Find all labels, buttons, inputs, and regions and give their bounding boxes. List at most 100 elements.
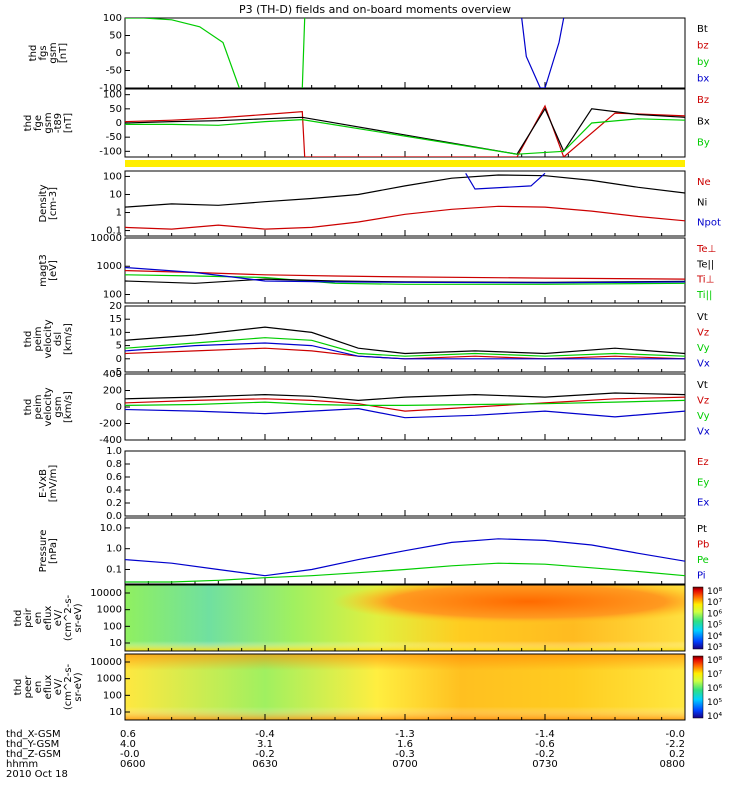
footer-value: 3.1 bbox=[257, 739, 273, 750]
y-tick-label: -100 bbox=[99, 146, 122, 157]
colorbar-tick-label: 10⁶ bbox=[707, 609, 722, 619]
series-line-Bx bbox=[125, 107, 685, 155]
y-tick-label: 100 bbox=[103, 690, 122, 701]
y-tick-label: 200 bbox=[103, 386, 122, 397]
colorbar-tick-label: 10⁵ bbox=[707, 621, 722, 631]
y-tick-label: 0 bbox=[116, 402, 122, 413]
y-axis-label: peim bbox=[33, 326, 44, 351]
y-axis-label: peir bbox=[23, 607, 34, 627]
legend-entry: Pb bbox=[697, 540, 709, 551]
y-tick-label: 20 bbox=[109, 301, 122, 312]
series-line-Pi bbox=[125, 538, 685, 577]
colorbar-tick-label: 10³ bbox=[707, 643, 722, 653]
y-axis-label: thd bbox=[28, 45, 39, 62]
footer-value: -0.4 bbox=[255, 729, 275, 740]
legend-entry: Ex bbox=[697, 498, 709, 509]
colorbar-tick-label: 10⁷ bbox=[707, 598, 722, 608]
legend-entry: By bbox=[697, 138, 710, 149]
y-tick-label: 100 bbox=[103, 289, 122, 300]
panel-frame bbox=[124, 305, 686, 373]
series-line-Ne bbox=[125, 205, 685, 230]
spectrogram-electron-band bbox=[125, 654, 685, 720]
legend-entry: Vz bbox=[697, 328, 709, 339]
colorbar-tick-label: 10⁵ bbox=[707, 698, 722, 708]
y-axis-label: peim bbox=[33, 394, 44, 419]
series-line-Ni bbox=[125, 174, 685, 208]
y-axis-label: [cm-3] bbox=[48, 187, 59, 220]
y-tick-label: 10000 bbox=[90, 657, 122, 668]
y-tick-label: 100 bbox=[103, 621, 122, 632]
y-axis-label: [mV/m] bbox=[48, 465, 59, 503]
panel-frame bbox=[124, 237, 686, 304]
legend-entry: bx bbox=[697, 74, 709, 85]
y-tick-label: 100 bbox=[103, 90, 122, 101]
y-tick-label: -5 bbox=[112, 367, 122, 378]
y-axis-label: (cm^2-s- bbox=[63, 594, 74, 641]
footer-value: 4.0 bbox=[120, 739, 136, 750]
legend-entry: Vx bbox=[697, 427, 710, 438]
footer-value: 0700 bbox=[392, 759, 417, 770]
legend-entry: Bx bbox=[697, 116, 710, 127]
legend-entry: Ne bbox=[697, 177, 711, 188]
panel-frame bbox=[124, 373, 686, 441]
y-axis-label: thd bbox=[13, 679, 24, 696]
y-axis-label: [eV] bbox=[48, 260, 59, 281]
y-axis-label: [nPa] bbox=[48, 538, 59, 564]
y-tick-label: 15 bbox=[109, 314, 122, 325]
series-line-Vt bbox=[125, 326, 685, 355]
y-tick-label: 0.1 bbox=[106, 226, 122, 237]
legend-entry: Bz bbox=[697, 95, 709, 106]
chart-title: P3 (TH-D) fields and on-board moments ov… bbox=[239, 3, 511, 16]
y-axis-label: fge bbox=[33, 115, 44, 131]
legend-entry: Ez bbox=[697, 457, 709, 468]
series-line-Vx bbox=[125, 342, 685, 360]
y-tick-label: -400 bbox=[99, 435, 122, 446]
y-axis-label: gsm bbox=[43, 112, 54, 133]
y-axis-label: [km/s] bbox=[63, 323, 74, 355]
footer-value: 0730 bbox=[532, 759, 557, 770]
footer-value: 0600 bbox=[120, 759, 145, 770]
footer-value: -1.4 bbox=[535, 729, 555, 740]
y-tick-label: 1000 bbox=[97, 605, 122, 616]
y-tick-label: 100 bbox=[103, 13, 122, 24]
footer-value: 0.6 bbox=[120, 729, 136, 740]
panel-frame bbox=[124, 450, 686, 517]
legend-entry: Te⊥ bbox=[696, 244, 716, 255]
footer-value: -1.3 bbox=[395, 729, 415, 740]
footer-label: hhmm bbox=[6, 759, 38, 770]
y-axis-label: sr-eV) bbox=[73, 672, 84, 701]
y-tick-label: 0.1 bbox=[106, 564, 122, 575]
series-line-Npot bbox=[465, 172, 546, 190]
y-axis-label: dsl bbox=[53, 332, 64, 346]
y-axis-label: velocity bbox=[43, 387, 54, 426]
legend-entry: Vt bbox=[697, 312, 708, 323]
y-tick-label: 50 bbox=[109, 104, 122, 115]
y-axis-label: (cm^2-s- bbox=[63, 663, 74, 710]
colorbar-tick-label: 10⁴ bbox=[707, 632, 722, 642]
legend-entry: Vy bbox=[697, 411, 710, 422]
footer-value: 0.2 bbox=[669, 749, 685, 760]
y-axis-label: [km/s] bbox=[63, 391, 74, 423]
legend-entry: Vy bbox=[697, 343, 710, 354]
series-line-Vz bbox=[125, 396, 685, 412]
y-axis-label: eV/ bbox=[53, 678, 64, 695]
y-axis-label: thd bbox=[23, 115, 34, 132]
footer-label: thd_X-GSM bbox=[6, 729, 61, 740]
y-tick-label: 1000 bbox=[97, 261, 122, 272]
y-tick-label: -50 bbox=[106, 66, 122, 77]
y-axis-label: gsm bbox=[48, 42, 59, 63]
legend-entry: Pi bbox=[697, 571, 706, 582]
y-tick-label: 10000 bbox=[90, 233, 122, 244]
spectrogram-ion-band bbox=[125, 585, 685, 651]
legend-entry: Pe bbox=[697, 555, 709, 566]
legend-entry: Bt bbox=[697, 24, 708, 35]
y-tick-label: 1 bbox=[116, 208, 122, 219]
y-tick-label: 10 bbox=[109, 707, 122, 718]
y-tick-label: -200 bbox=[99, 419, 122, 430]
y-tick-label: 10 bbox=[109, 189, 122, 200]
y-tick-label: 0.0 bbox=[106, 511, 122, 522]
y-axis-label: fgs bbox=[38, 45, 49, 60]
y-axis-label: magt3 bbox=[38, 254, 49, 287]
footer-value: -0.0 bbox=[120, 749, 140, 760]
